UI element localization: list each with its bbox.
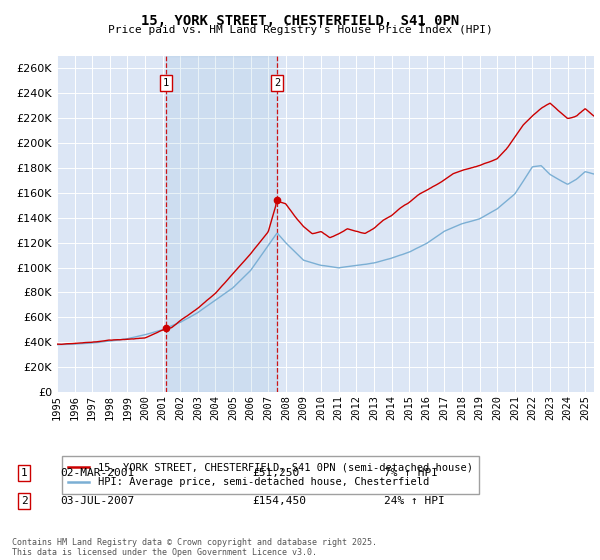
Text: £154,450: £154,450 [252, 496, 306, 506]
Text: 7% ↑ HPI: 7% ↑ HPI [384, 468, 438, 478]
Text: 2: 2 [274, 78, 280, 88]
Text: Contains HM Land Registry data © Crown copyright and database right 2025.
This d: Contains HM Land Registry data © Crown c… [12, 538, 377, 557]
Text: 1: 1 [20, 468, 28, 478]
Legend: 15, YORK STREET, CHESTERFIELD, S41 0PN (semi-detached house), HPI: Average price: 15, YORK STREET, CHESTERFIELD, S41 0PN (… [62, 456, 479, 494]
Text: 1: 1 [163, 78, 169, 88]
Bar [166, 56, 277, 392]
Text: 2: 2 [20, 496, 28, 506]
Text: 03-JUL-2007: 03-JUL-2007 [60, 496, 134, 506]
Text: 15, YORK STREET, CHESTERFIELD, S41 0PN: 15, YORK STREET, CHESTERFIELD, S41 0PN [141, 14, 459, 28]
Text: 02-MAR-2001: 02-MAR-2001 [60, 468, 134, 478]
Text: Price paid vs. HM Land Registry's House Price Index (HPI): Price paid vs. HM Land Registry's House … [107, 25, 493, 35]
Text: 24% ↑ HPI: 24% ↑ HPI [384, 496, 445, 506]
Text: £51,250: £51,250 [252, 468, 299, 478]
